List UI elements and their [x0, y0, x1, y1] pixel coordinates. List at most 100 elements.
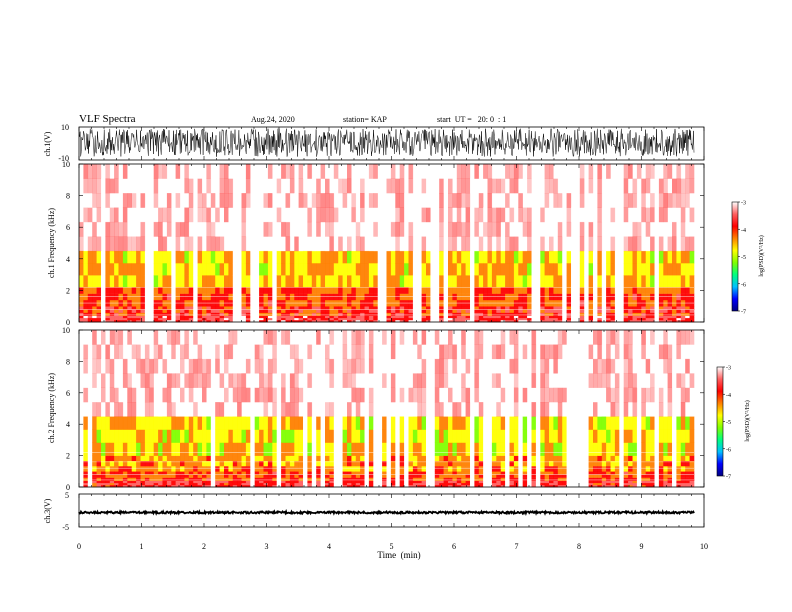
- spectrogram-cell: [399, 315, 405, 319]
- spectrogram-cell: [562, 358, 567, 374]
- spectrogram-cell: [593, 466, 598, 472]
- spectrogram-cell: [509, 402, 515, 417]
- spectrogram-cell: [505, 312, 510, 316]
- spectrogram-cell: [505, 221, 510, 237]
- spectrogram-cell: [505, 207, 510, 223]
- spectrogram-cell: [197, 344, 203, 360]
- spectrogram-cell: [364, 484, 370, 488]
- spectrogram-cell: [399, 330, 405, 345]
- spectrogram-cell: [448, 429, 453, 443]
- spectrogram-cell: [171, 373, 176, 388]
- spectrogram-cell: [267, 358, 273, 374]
- spectrogram-cell: [166, 477, 172, 481]
- spectrogram-cell: [386, 442, 392, 456]
- spectrogram-cell: [118, 319, 124, 323]
- spectrogram-cell: [364, 207, 370, 223]
- spectrogram-cell: [465, 482, 471, 486]
- spectrogram-cell: [421, 315, 427, 319]
- spectrogram-cell: [206, 474, 212, 478]
- spectrogram-cell: [487, 250, 493, 264]
- spectrogram-cell: [505, 466, 510, 472]
- spectrogram-cell: [333, 330, 339, 345]
- spectrogram-cell: [500, 306, 506, 310]
- spectrogram-cell: [140, 402, 146, 417]
- spectrogram-cell: [448, 317, 453, 321]
- spectrogram-cell: [224, 480, 229, 484]
- spectrogram-cell: [237, 250, 242, 264]
- spectrogram-cell: [399, 460, 405, 467]
- spectrogram-cell: [553, 344, 559, 360]
- spectrogram-cell: [289, 236, 295, 252]
- spectrogram-cell: [610, 315, 616, 319]
- spectrogram-cell: [513, 429, 519, 443]
- spectrogram-cell: [228, 315, 234, 319]
- spectrogram-cell: [430, 480, 436, 484]
- spectrogram-cell: [131, 466, 137, 472]
- spectrogram-cell: [166, 442, 172, 456]
- spectrogram-cell: [544, 373, 550, 388]
- spectrogram-cell: [303, 429, 308, 443]
- spectrogram-cell: [267, 330, 273, 345]
- spectrogram-cell: [153, 330, 159, 345]
- spectrogram-cell: [210, 402, 216, 417]
- spectrogram-cell: [237, 306, 242, 310]
- spectrogram-cell: [307, 221, 313, 237]
- spectrogram-cell: [206, 373, 212, 388]
- spectrogram-cell: [232, 236, 238, 252]
- spectrogram-cell: [188, 482, 194, 486]
- spectrogram-cell: [307, 477, 313, 481]
- spectrogram-cell: [399, 387, 405, 403]
- spectrogram-cell: [136, 221, 141, 237]
- spectrogram-cell: [571, 466, 576, 472]
- spectrogram-cell: [303, 471, 308, 475]
- spectrogram-cell: [153, 416, 159, 430]
- spectrogram-cell: [206, 482, 212, 486]
- spectrogram-cell: [404, 373, 409, 388]
- spectrogram-cell: [320, 312, 326, 316]
- spectrogram-cell: [131, 358, 137, 374]
- spectrogram-cell: [654, 164, 660, 179]
- spectrogram-cell: [654, 287, 660, 294]
- spectrogram-cell: [193, 480, 198, 484]
- spectrogram-cell: [491, 236, 497, 252]
- spectrogram-cell: [439, 178, 444, 194]
- spectrogram-cell: [408, 221, 414, 237]
- spectrogram-cell: [245, 477, 251, 481]
- spectrogram-cell: [412, 221, 418, 237]
- spectrogram-cell: [509, 484, 515, 488]
- spectrogram-cell: [610, 466, 616, 472]
- spectrogram-cell: [584, 358, 589, 374]
- spectrogram-cell: [79, 312, 84, 316]
- spectrogram-cell: [597, 474, 603, 478]
- spectrogram-cell: [101, 312, 106, 316]
- spectrogram-cell: [144, 484, 150, 488]
- spectrogram-cell: [109, 164, 115, 179]
- spectrogram-cell: [311, 358, 317, 374]
- spectrogram-cell: [105, 193, 111, 208]
- spectrogram-cell: [149, 221, 154, 237]
- spectrogram-cell: [276, 482, 282, 486]
- spectrogram-cell: [421, 477, 427, 481]
- spectrogram-cell: [250, 221, 255, 237]
- spectrogram-cell: [461, 164, 466, 179]
- spectrogram-cell: [452, 442, 458, 456]
- spectrogram-cell: [118, 402, 124, 417]
- spectrogram-cell: [434, 207, 440, 223]
- spectrogram-cell: [342, 263, 348, 276]
- spectrogram-cell: [566, 275, 572, 288]
- spectrogram-cell: [588, 344, 594, 360]
- spectrogram-cell: [478, 236, 484, 252]
- spectrogram-cell: [456, 373, 462, 388]
- spectrogram-cell: [593, 358, 598, 374]
- spectrogram-cell: [206, 207, 212, 223]
- spectrogram-cell: [202, 358, 207, 374]
- spectrogram-cell: [566, 484, 572, 488]
- spectrogram-cell: [399, 221, 405, 237]
- spectrogram-cell: [92, 312, 97, 316]
- spectrogram-cell: [549, 466, 554, 472]
- spectrogram-cell: [118, 471, 124, 475]
- spectrogram-cell: [118, 344, 124, 360]
- spectrogram-cell: [518, 315, 523, 319]
- spectrogram-cell: [193, 193, 198, 208]
- spectrogram-cell: [294, 477, 299, 481]
